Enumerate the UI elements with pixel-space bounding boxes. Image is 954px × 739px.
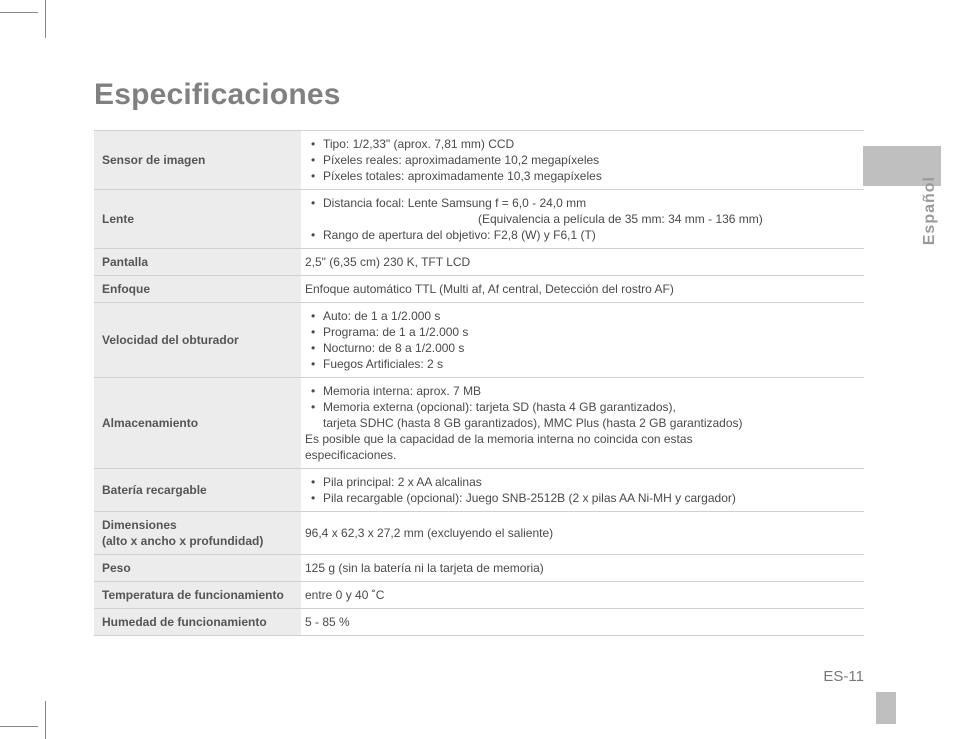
- spec-item: Píxeles reales: aproximadamente 10,2 meg…: [305, 152, 860, 168]
- row-label: Sensor de imagen: [94, 131, 301, 190]
- spec-subtext: (Equivalencia a película de 35 mm: 34 mm…: [323, 212, 763, 226]
- row-label: Lente: [94, 190, 301, 249]
- table-row: Velocidad del obturador Auto: de 1 a 1/2…: [94, 303, 864, 378]
- spec-item: Auto: de 1 a 1/2.000 s: [305, 308, 860, 324]
- table-row: Enfoque Enfoque automático TTL (Multi af…: [94, 276, 864, 303]
- page-number: ES-11: [823, 668, 864, 685]
- spec-note: Es posible que la capacidad de la memori…: [305, 431, 860, 447]
- spec-item: Rango de apertura del objetivo: F2,8 (W)…: [305, 227, 860, 243]
- row-label: Temperatura de funcionamiento: [94, 582, 301, 609]
- row-value: 96,4 x 62,3 x 27,2 mm (excluyendo el sal…: [301, 512, 864, 555]
- spec-item: Memoria externa (opcional): tarjeta SD (…: [305, 399, 860, 431]
- page-tab-block: [876, 692, 896, 724]
- table-row: Almacenamiento Memoria interna: aprox. 7…: [94, 378, 864, 469]
- spec-item: Pila recargable (opcional): Juego SNB-25…: [305, 490, 860, 506]
- row-value: 5 - 85 %: [301, 609, 864, 636]
- crop-mark: [45, 0, 46, 38]
- row-label: Almacenamiento: [94, 378, 301, 469]
- spec-item: Fuegos Artificiales: 2 s: [305, 356, 860, 372]
- page-content: Especificaciones Sensor de imagen Tipo: …: [94, 78, 864, 636]
- table-row: Sensor de imagen Tipo: 1/2,33" (aprox. 7…: [94, 131, 864, 190]
- crop-mark: [45, 701, 46, 739]
- spec-note: especificaciones.: [305, 447, 860, 463]
- page-title: Especificaciones: [94, 78, 864, 112]
- row-label: Velocidad del obturador: [94, 303, 301, 378]
- row-label: Dimensiones (alto x ancho x profundidad): [94, 512, 301, 555]
- table-row: Batería recargable Pila principal: 2 x A…: [94, 469, 864, 512]
- table-row: Temperatura de funcionamiento entre 0 y …: [94, 582, 864, 609]
- row-value: Memoria interna: aprox. 7 MB Memoria ext…: [301, 378, 864, 469]
- crop-mark: [0, 726, 38, 727]
- row-value: entre 0 y 40 ˚C: [301, 582, 864, 609]
- table-row: Dimensiones (alto x ancho x profundidad)…: [94, 512, 864, 555]
- spec-item: Memoria interna: aprox. 7 MB: [305, 383, 860, 399]
- table-row: Pantalla 2,5" (6,35 cm) 230 K, TFT LCD: [94, 249, 864, 276]
- row-value: Enfoque automático TTL (Multi af, Af cen…: [301, 276, 864, 303]
- table-row: Peso 125 g (sin la batería ni la tarjeta…: [94, 555, 864, 582]
- spec-subtext: tarjeta SDHC (hasta 8 GB garantizados), …: [323, 416, 743, 430]
- row-value: Auto: de 1 a 1/2.000 s Programa: de 1 a …: [301, 303, 864, 378]
- row-value: Tipo: 1/2,33" (aprox. 7,81 mm) CCD Píxel…: [301, 131, 864, 190]
- spec-item: Tipo: 1/2,33" (aprox. 7,81 mm) CCD: [305, 136, 860, 152]
- row-label: Pantalla: [94, 249, 301, 276]
- spec-text: Distancia focal: Lente Samsung f = 6,0 -…: [323, 196, 586, 210]
- table-row: Humedad de funcionamiento 5 - 85 %: [94, 609, 864, 636]
- row-label: Peso: [94, 555, 301, 582]
- spec-item: Pila principal: 2 x AA alcalinas: [305, 474, 860, 490]
- spec-item: Distancia focal: Lente Samsung f = 6,0 -…: [305, 195, 860, 227]
- label-line: (alto x ancho x profundidad): [102, 533, 297, 549]
- spec-item: Nocturno: de 8 a 1/2.000 s: [305, 340, 860, 356]
- row-value: 125 g (sin la batería ni la tarjeta de m…: [301, 555, 864, 582]
- row-value: 2,5" (6,35 cm) 230 K, TFT LCD: [301, 249, 864, 276]
- row-label: Humedad de funcionamiento: [94, 609, 301, 636]
- row-label: Batería recargable: [94, 469, 301, 512]
- language-label: Español: [921, 176, 939, 245]
- row-value: Distancia focal: Lente Samsung f = 6,0 -…: [301, 190, 864, 249]
- language-tab: Español: [919, 188, 941, 278]
- spec-text: Memoria externa (opcional): tarjeta SD (…: [323, 400, 676, 414]
- spec-item: Píxeles totales: aproximadamente 10,3 me…: [305, 168, 860, 184]
- spec-table: Sensor de imagen Tipo: 1/2,33" (aprox. 7…: [94, 130, 864, 636]
- crop-mark: [0, 12, 38, 13]
- table-row: Lente Distancia focal: Lente Samsung f =…: [94, 190, 864, 249]
- spec-item: Programa: de 1 a 1/2.000 s: [305, 324, 860, 340]
- row-label: Enfoque: [94, 276, 301, 303]
- label-line: Dimensiones: [102, 517, 297, 533]
- row-value: Pila principal: 2 x AA alcalinas Pila re…: [301, 469, 864, 512]
